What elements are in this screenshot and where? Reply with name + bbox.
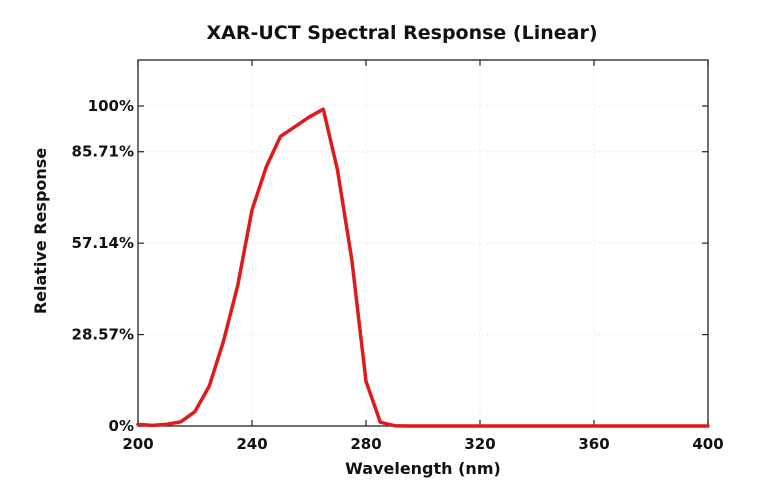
y-axis-label: Relative Response [31, 148, 50, 314]
x-tick-labels: 200 240 280 320 360 400 [122, 435, 723, 453]
series-point [650, 425, 651, 426]
chart-title: XAR-UCT Spectral Response (Linear) [206, 22, 597, 44]
y-tick-label: 0% [109, 417, 134, 435]
x-tick-label: 240 [236, 435, 267, 453]
x-tick-label: 360 [578, 435, 609, 453]
series-point [223, 341, 224, 342]
x-tick-label: 400 [692, 435, 723, 453]
series-point [166, 424, 167, 425]
series-point [536, 425, 537, 426]
series-point [479, 425, 480, 426]
y-tick-label: 28.57% [72, 326, 134, 344]
y-tick-label: 100% [88, 97, 134, 115]
series-point [180, 421, 181, 422]
series-layer [136, 107, 710, 428]
series-point [280, 136, 281, 137]
grid [138, 60, 708, 426]
series-point [137, 424, 138, 425]
x-tick-label: 200 [122, 435, 153, 453]
y-tick-labels: 0% 28.57% 57.14% 85.71% 100% [72, 97, 134, 435]
series-point [294, 126, 295, 127]
x-axis-label: Wavelength (nm) [345, 459, 501, 478]
series-point [194, 411, 195, 412]
series-point [380, 422, 381, 423]
y-tick-label: 85.71% [72, 143, 134, 161]
series-point [323, 109, 324, 110]
series-point [422, 425, 423, 426]
series-point [593, 425, 594, 426]
y-tick-label: 57.14% [72, 234, 134, 252]
series-point [237, 285, 238, 286]
x-tick-label: 280 [350, 435, 381, 453]
series-point [707, 425, 708, 426]
series-point [365, 381, 366, 382]
series-point [351, 259, 352, 260]
series-point [266, 166, 267, 167]
series-point [251, 209, 252, 210]
series-point [337, 169, 338, 170]
series-point [152, 425, 153, 426]
series-point [408, 425, 409, 426]
series-point [394, 425, 395, 426]
x-tick-label: 320 [464, 435, 495, 453]
series-point [209, 385, 210, 386]
series-line [136, 107, 710, 428]
series-point [308, 117, 309, 118]
